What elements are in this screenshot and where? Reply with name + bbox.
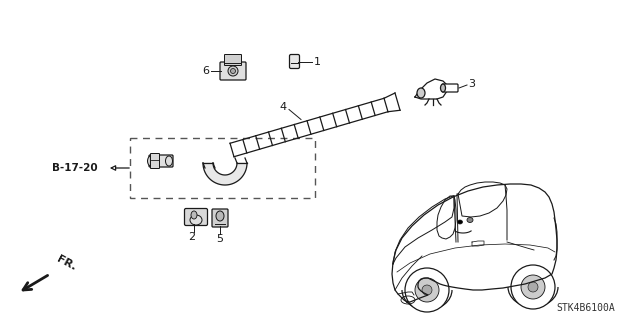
Text: 5: 5 [216,234,223,244]
Text: FR.: FR. [55,254,78,272]
Text: 4: 4 [280,102,287,113]
Ellipse shape [216,211,224,221]
Circle shape [511,265,555,309]
Ellipse shape [467,218,473,222]
FancyBboxPatch shape [220,62,246,80]
Bar [130,138,315,198]
Text: 2: 2 [188,232,196,242]
FancyBboxPatch shape [212,209,228,227]
Polygon shape [203,163,247,185]
Ellipse shape [228,66,238,76]
Circle shape [405,268,449,312]
Ellipse shape [440,84,445,92]
Text: 1: 1 [314,57,321,67]
Ellipse shape [166,156,173,166]
Ellipse shape [191,211,197,219]
Ellipse shape [458,220,463,224]
Text: STK4B6100A: STK4B6100A [557,303,616,313]
Text: B-17-20: B-17-20 [52,163,98,173]
Circle shape [528,282,538,292]
Ellipse shape [230,69,236,73]
Ellipse shape [417,88,425,98]
Polygon shape [415,79,447,99]
FancyBboxPatch shape [225,55,241,65]
FancyBboxPatch shape [442,84,458,92]
FancyBboxPatch shape [150,153,159,168]
Text: 3: 3 [468,79,475,89]
Text: 6: 6 [202,66,209,76]
FancyBboxPatch shape [149,155,173,167]
Circle shape [521,275,545,299]
Circle shape [422,285,432,295]
FancyBboxPatch shape [289,55,300,69]
Ellipse shape [147,156,154,166]
Circle shape [415,278,439,302]
FancyBboxPatch shape [184,209,207,226]
Ellipse shape [190,215,202,225]
